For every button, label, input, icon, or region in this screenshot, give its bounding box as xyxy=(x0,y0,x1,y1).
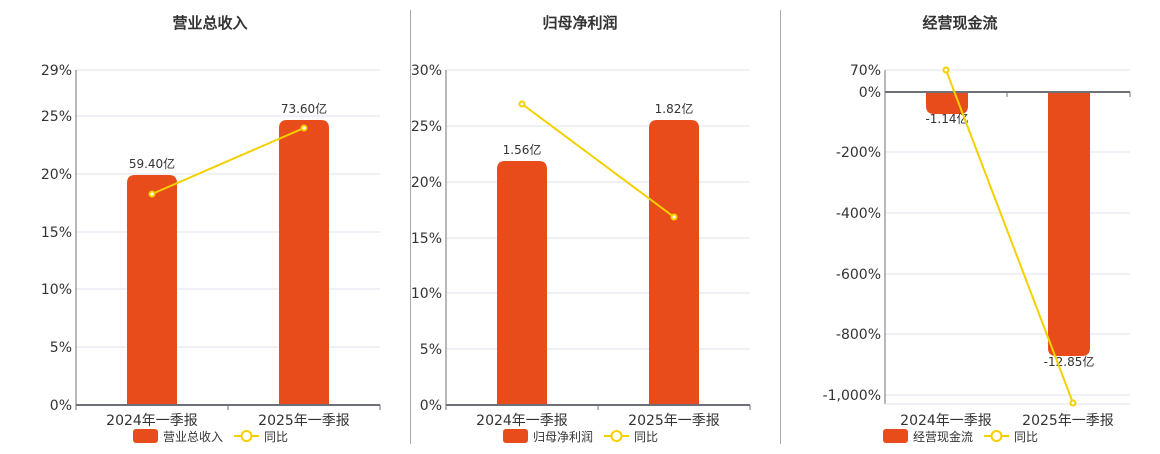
cashflow-chart: 经营现金流 70% 0% -200% -400% -600% -800% -1,… xyxy=(823,14,1131,444)
bar-label-2025q1: 1.82亿 xyxy=(655,101,694,116)
svg-text:-400%: -400% xyxy=(836,206,881,222)
chart-title: 经营现金流 xyxy=(922,14,997,32)
y-tick-labels: 29% 25% 20% 15% 10% 5% 0% xyxy=(41,63,72,414)
panel-divider xyxy=(410,10,411,444)
revenue-chart: 营业总收入 29% 25% 20% 15% 10% 5% 0% 59.40亿 7… xyxy=(41,14,381,444)
bar-2024q1[interactable] xyxy=(127,175,177,405)
x-category-label: 2024年一季报 xyxy=(900,413,992,429)
revenue-chart-panel: 营业总收入 29% 25% 20% 15% 10% 5% 0% 59.40亿 7… xyxy=(0,0,400,450)
gridlines xyxy=(76,69,380,348)
gridlines xyxy=(446,69,750,350)
x-category-label: 2024年一季报 xyxy=(106,413,198,429)
legend-line-label[interactable]: 同比 xyxy=(1014,430,1038,444)
svg-text:-800%: -800% xyxy=(836,327,881,343)
net-profit-chart-panel: 归母净利润 30% 25% 20% 15% 10% 5% 0% 1.56亿 1.… xyxy=(400,0,780,450)
legend[interactable]: 归母净利润 同比 xyxy=(503,429,658,444)
svg-text:15%: 15% xyxy=(41,225,72,241)
chart-title: 营业总收入 xyxy=(172,14,247,32)
svg-text:5%: 5% xyxy=(50,340,72,356)
svg-text:20%: 20% xyxy=(411,175,442,191)
x-category-label: 2025年一季报 xyxy=(258,413,350,429)
yoy-line xyxy=(945,69,1074,404)
panel-divider xyxy=(780,10,781,444)
legend-bar-label[interactable]: 营业总收入 xyxy=(163,430,223,444)
legend-bar-label[interactable]: 经营现金流 xyxy=(913,429,973,444)
yoy-point[interactable] xyxy=(1069,399,1077,407)
cashflow-chart-panel: 经营现金流 70% 0% -200% -400% -600% -800% -1,… xyxy=(780,0,1160,450)
yoy-point[interactable] xyxy=(148,190,156,198)
bar-2025q1[interactable] xyxy=(1048,92,1090,356)
svg-text:0%: 0% xyxy=(50,398,72,414)
bar-2024q1[interactable] xyxy=(497,161,547,405)
bar-label-2024q1: 1.56亿 xyxy=(503,142,542,157)
bar-label-2025q1: -12.85亿 xyxy=(1044,354,1095,369)
svg-text:-200%: -200% xyxy=(836,145,881,161)
svg-text:-600%: -600% xyxy=(836,267,881,283)
svg-text:15%: 15% xyxy=(411,231,442,247)
y-tick-labels: 30% 25% 20% 15% 10% 5% 0% xyxy=(411,63,442,414)
x-category-label: 2025年一季报 xyxy=(628,413,720,429)
svg-text:0%: 0% xyxy=(420,398,442,414)
bar-label-2024q1: -1.14亿 xyxy=(925,111,968,126)
svg-text:5%: 5% xyxy=(420,342,442,358)
yoy-line xyxy=(521,103,675,218)
svg-text:10%: 10% xyxy=(411,286,442,302)
chart-title: 归母净利润 xyxy=(542,14,617,32)
yoy-point[interactable] xyxy=(942,66,950,74)
bar-label-2024q1: 59.40亿 xyxy=(129,156,175,171)
bar-label-2025q1: 73.60亿 xyxy=(281,101,327,116)
yoy-line xyxy=(151,127,305,195)
legend-bar-swatch-icon xyxy=(503,429,528,443)
yoy-point[interactable] xyxy=(670,213,678,221)
legend[interactable]: 经营现金流 同比 xyxy=(883,429,1038,444)
x-category-label: 2024年一季报 xyxy=(476,413,568,429)
yoy-point[interactable] xyxy=(518,100,526,108)
svg-text:25%: 25% xyxy=(41,109,72,125)
yoy-point[interactable] xyxy=(300,124,308,132)
svg-text:20%: 20% xyxy=(41,167,72,183)
legend-bar-swatch-icon xyxy=(133,429,158,443)
svg-text:25%: 25% xyxy=(411,119,442,135)
legend-line-label[interactable]: 同比 xyxy=(264,430,288,444)
bar-2025q1[interactable] xyxy=(649,120,699,405)
svg-text:29%: 29% xyxy=(41,63,72,79)
net-profit-chart: 归母净利润 30% 25% 20% 15% 10% 5% 0% 1.56亿 1.… xyxy=(411,14,751,444)
x-category-label: 2025年一季报 xyxy=(1022,413,1114,429)
svg-text:30%: 30% xyxy=(411,63,442,79)
legend[interactable]: 营业总收入 同比 xyxy=(133,429,288,444)
svg-text:-1,000%: -1,000% xyxy=(823,388,881,404)
svg-text:70%: 70% xyxy=(850,63,881,79)
svg-text:0%: 0% xyxy=(859,85,881,101)
bar-2025q1[interactable] xyxy=(279,120,329,405)
legend-bar-label[interactable]: 归母净利润 xyxy=(533,430,593,444)
y-tick-labels: 70% 0% -200% -400% -600% -800% -1,000% xyxy=(823,63,881,404)
legend-bar-swatch-icon xyxy=(883,429,908,443)
legend-line-label[interactable]: 同比 xyxy=(634,430,658,444)
svg-text:10%: 10% xyxy=(41,282,72,298)
